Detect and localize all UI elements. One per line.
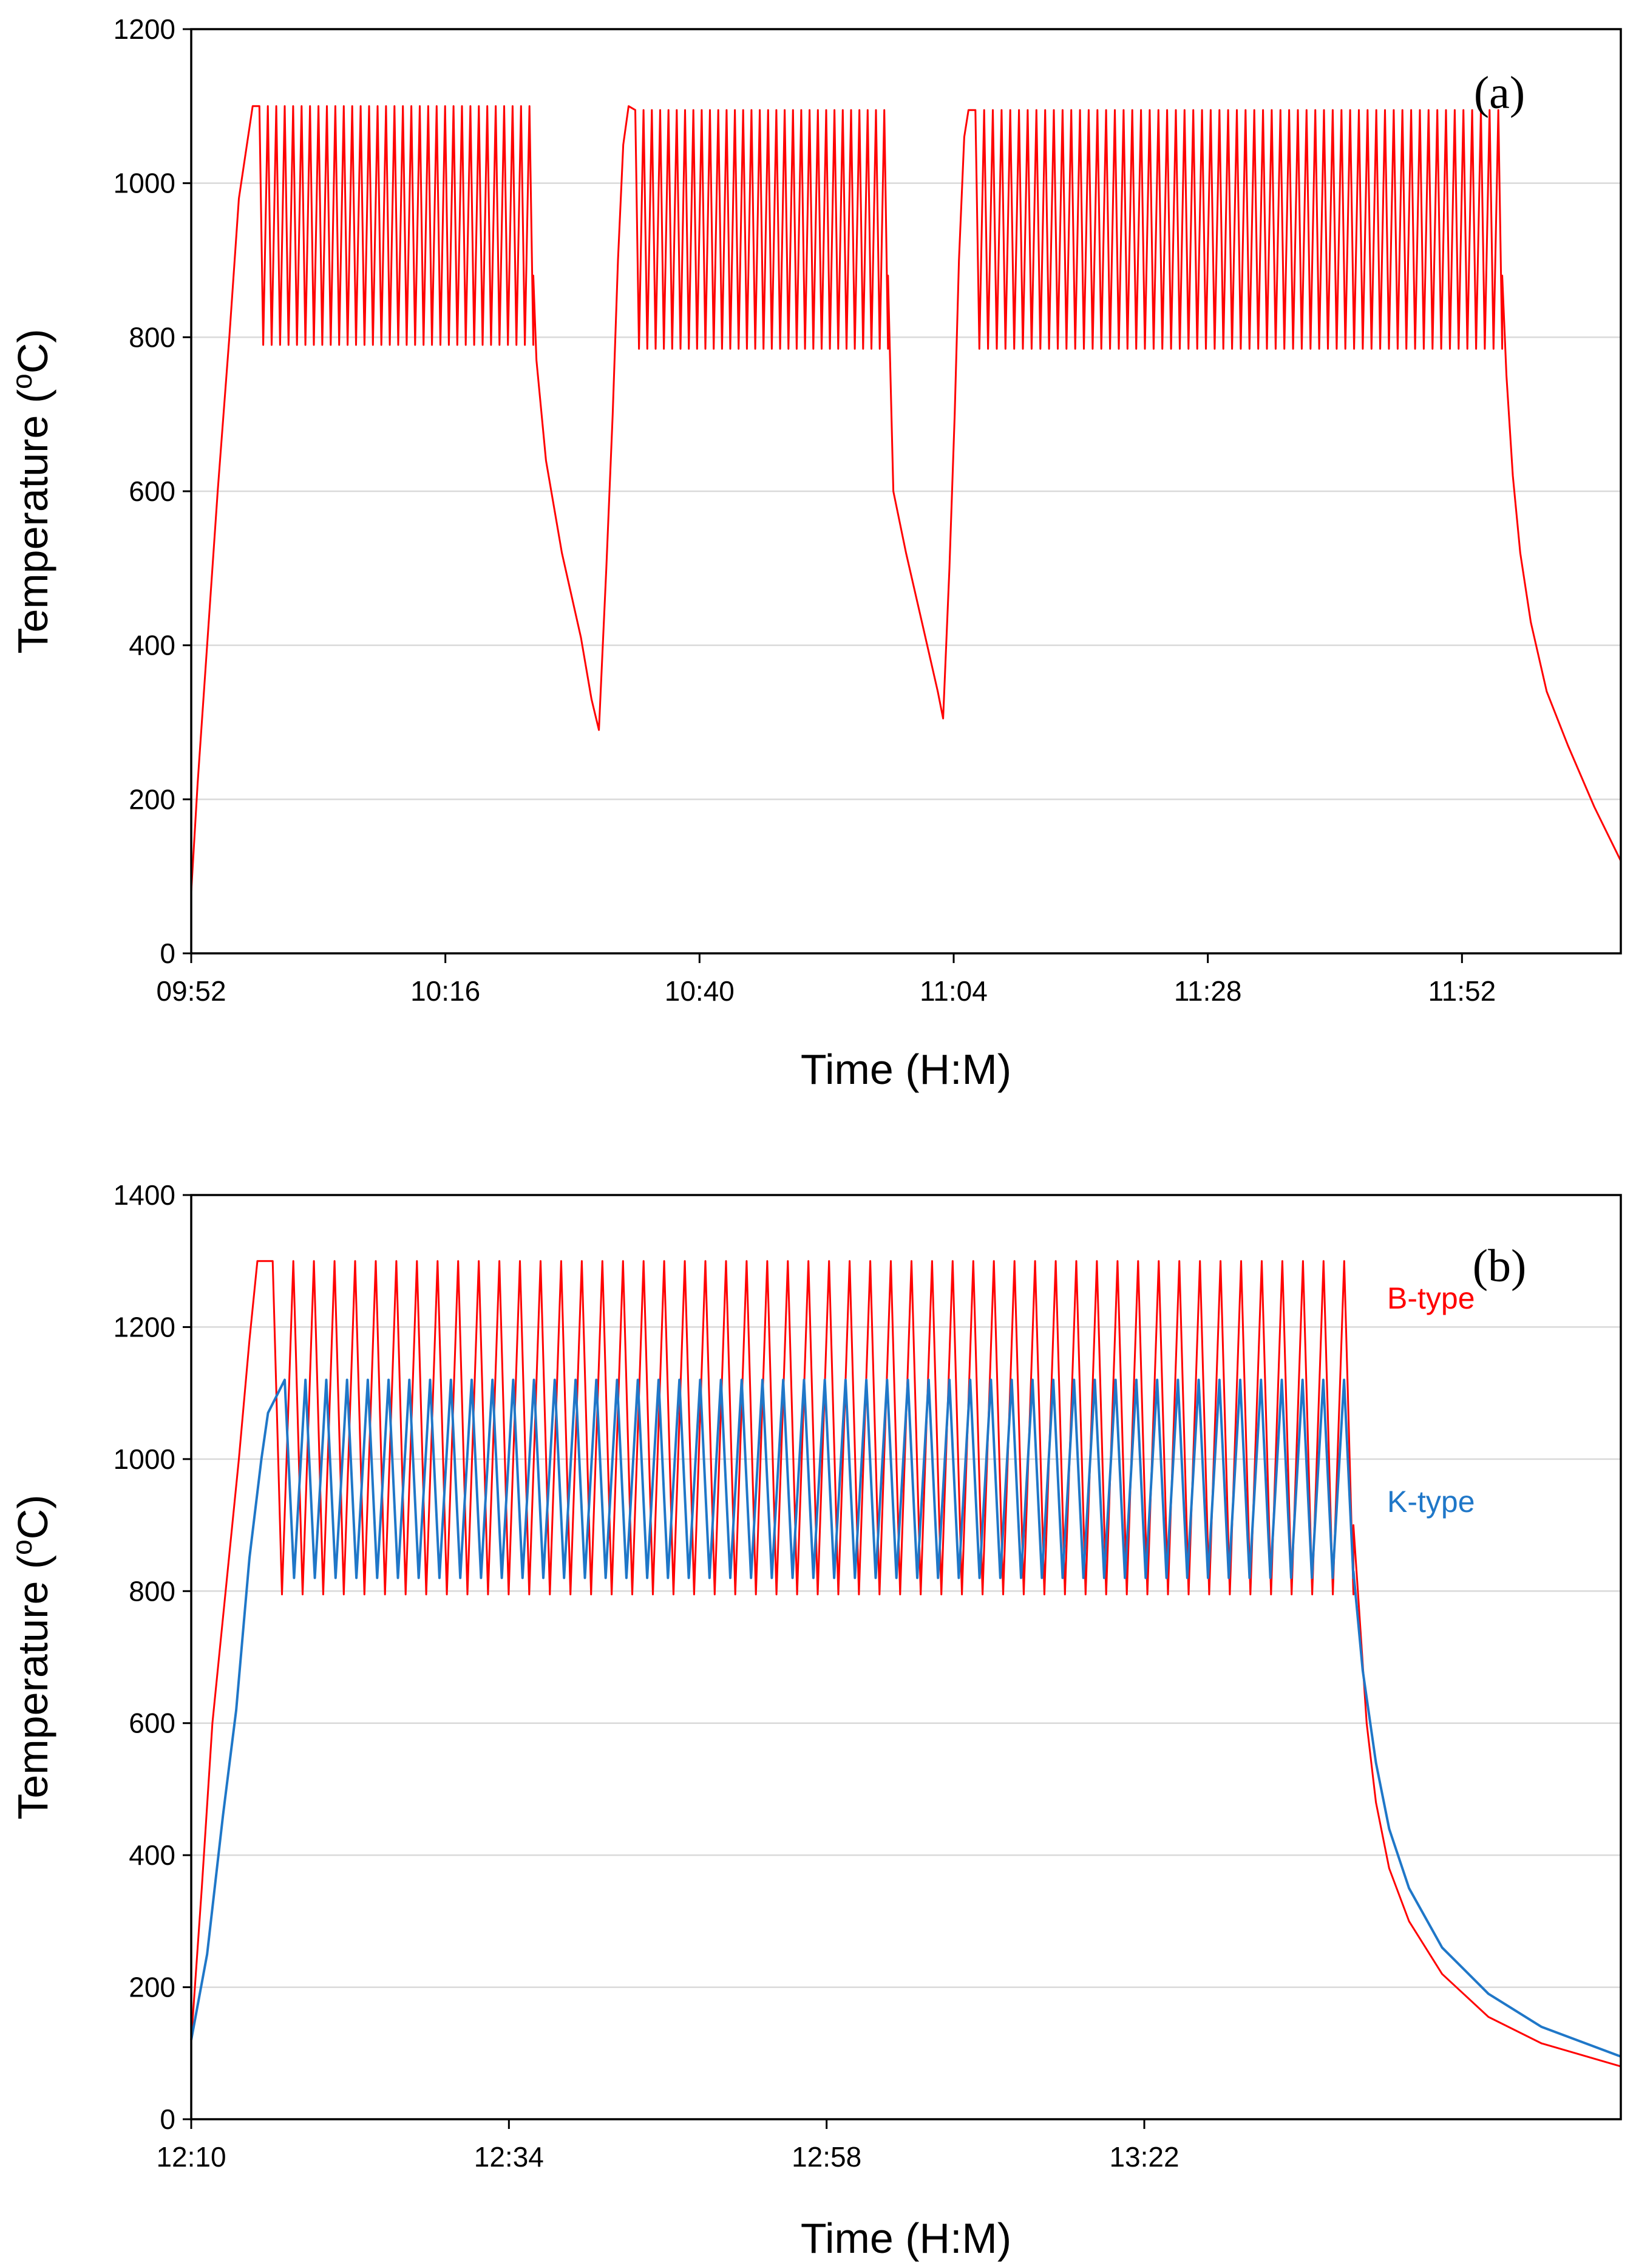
y-tick-label: 200 — [129, 783, 175, 815]
y-tick-labels: 0 200 400 600 800 1000 1200 — [114, 13, 191, 969]
y-tick-label: 400 — [129, 630, 175, 661]
chart-panel-a: 0 200 400 600 800 1000 1200 09:52 10:16 10:40 11:… — [6, 13, 1622, 1093]
x-tick-label: 12:34 — [474, 2141, 544, 2173]
y-tick-label: 1400 — [114, 1179, 175, 1211]
x-tick-label: 12:58 — [792, 2141, 861, 2173]
series-layer — [190, 1260, 1621, 2068]
series-line-k-type — [190, 1378, 1621, 2058]
x-tick-label: 13:22 — [1109, 2141, 1179, 2173]
y-tick-labels: 0 200 400 600 800 1000 1200 1400 — [114, 1179, 191, 2135]
x-tick-label: 10:40 — [665, 975, 735, 1007]
legend-label-k-type: K-type — [1387, 1485, 1475, 1519]
plot-frame — [190, 1194, 1622, 2120]
y-tick-label: 600 — [129, 1708, 175, 1739]
x-axis-title: Time (H:M) — [801, 1046, 1011, 1093]
series-line-b-type — [190, 105, 1622, 892]
y-tick-label: 0 — [160, 2103, 175, 2135]
y-tick-label: 800 — [129, 1575, 175, 1607]
x-tick-label: 11:28 — [1174, 975, 1242, 1007]
panel-label-a: (a) — [1474, 67, 1525, 118]
y-axis-title: Temperature (oC) — [6, 1494, 56, 1819]
x-tick-labels: 12:10 12:34 12:58 13:22 — [156, 2119, 1179, 2173]
x-tick-labels: 09:52 10:16 10:40 11:04 11:28 11:52 — [156, 953, 1496, 1007]
y-tick-label: 1000 — [114, 168, 175, 199]
chart-panel-b: 0 200 400 600 800 1000 1200 1400 12:10 12:34 12:5… — [6, 1179, 1622, 2262]
series-layer — [190, 105, 1622, 892]
y-tick-label: 0 — [160, 938, 175, 969]
x-axis-title: Time (H:M) — [801, 2215, 1011, 2262]
legend-label-b-type: B-type — [1387, 1281, 1475, 1315]
y-tick-label: 200 — [129, 1972, 175, 2003]
x-tick-label: 09:52 — [156, 975, 226, 1007]
gridlines — [191, 1326, 1621, 1988]
x-tick-label: 11:52 — [1428, 975, 1496, 1007]
x-tick-label: 10:16 — [410, 975, 480, 1007]
series-line-b-type — [190, 1260, 1621, 2068]
x-tick-label: 11:04 — [920, 975, 988, 1007]
y-tick-label: 1200 — [114, 1311, 175, 1343]
y-axis-title: Temperature (oC) — [6, 329, 56, 653]
y-tick-label: 400 — [129, 1839, 175, 1871]
y-tick-label: 600 — [129, 475, 175, 507]
y-tick-label: 1200 — [114, 13, 175, 45]
y-tick-label: 800 — [129, 321, 175, 353]
y-tick-label: 1000 — [114, 1443, 175, 1475]
panel-label-b: (b) — [1473, 1241, 1527, 1292]
x-tick-label: 12:10 — [156, 2141, 226, 2173]
